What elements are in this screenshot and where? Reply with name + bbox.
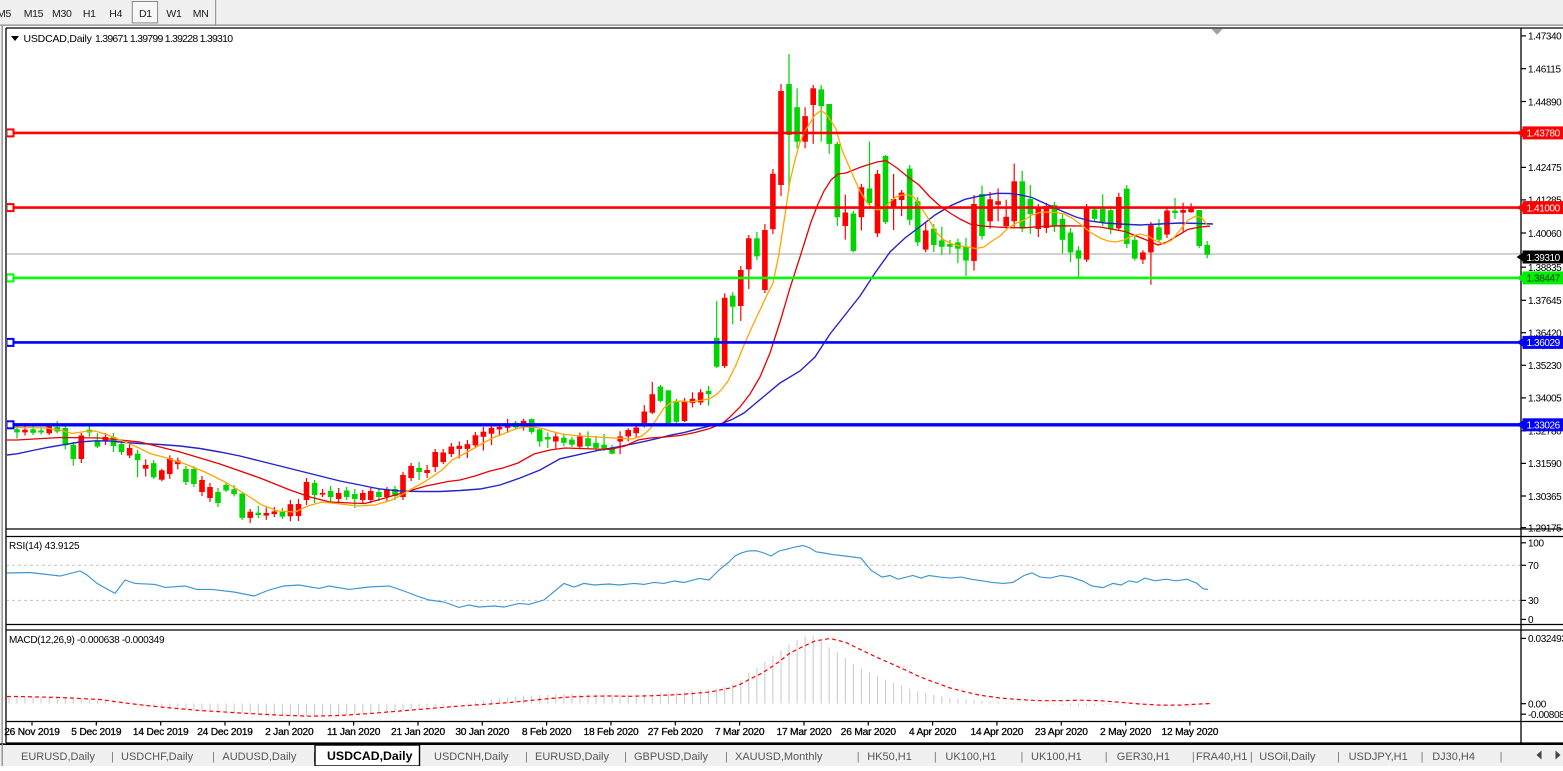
svg-text:5 Dec 2019: 5 Dec 2019 [71, 727, 122, 738]
svg-text:1.31590: 1.31590 [1528, 459, 1562, 470]
svg-text:D1: D1 [139, 8, 152, 20]
svg-text:1.44890: 1.44890 [1528, 97, 1562, 108]
svg-text:0.00: 0.00 [1528, 700, 1547, 711]
svg-text:24 Dec 2019: 24 Dec 2019 [197, 727, 253, 738]
svg-text:DJ30,H4: DJ30,H4 [1432, 751, 1475, 763]
svg-text:|: | [1250, 751, 1253, 763]
svg-text:30: 30 [1528, 596, 1539, 607]
svg-text:1.39310: 1.39310 [1527, 253, 1561, 264]
svg-text:1.30365: 1.30365 [1528, 492, 1562, 503]
svg-text:1.36029: 1.36029 [1527, 338, 1561, 349]
svg-text:1.33026: 1.33026 [1527, 421, 1561, 432]
svg-text:1.29175: 1.29175 [1528, 523, 1562, 534]
svg-text:HK50,H1: HK50,H1 [867, 751, 912, 763]
svg-text:H4: H4 [109, 8, 122, 20]
svg-text:USDCHF,Daily: USDCHF,Daily [121, 751, 194, 763]
svg-text:|: | [1337, 751, 1340, 763]
svg-text:30 Jan 2020: 30 Jan 2020 [455, 727, 509, 738]
svg-text:1.47340: 1.47340 [1528, 32, 1562, 43]
svg-text:|: | [857, 751, 860, 763]
svg-text:M15: M15 [24, 8, 44, 20]
svg-text:1.39671 1.39799 1.39228 1.3931: 1.39671 1.39799 1.39228 1.39310 [95, 33, 233, 45]
svg-text:100: 100 [1528, 539, 1545, 550]
svg-text:4 Apr 2020: 4 Apr 2020 [909, 727, 957, 738]
svg-text:|: | [1500, 751, 1503, 763]
svg-text:17 Mar 2020: 17 Mar 2020 [776, 727, 832, 738]
svg-text:0: 0 [1528, 615, 1534, 626]
svg-text:26 Mar 2020: 26 Mar 2020 [841, 727, 897, 738]
svg-text:70: 70 [1528, 561, 1539, 572]
svg-text:UK100,H1: UK100,H1 [1031, 751, 1082, 763]
svg-text:26 Nov 2019: 26 Nov 2019 [4, 727, 60, 738]
svg-text:FRA40,H1: FRA40,H1 [1196, 751, 1247, 763]
svg-text:1.35230: 1.35230 [1528, 361, 1562, 372]
svg-text:|: | [1421, 751, 1424, 763]
svg-text:UK100,H1: UK100,H1 [945, 751, 996, 763]
svg-text:XAUUSD,Monthly: XAUUSD,Monthly [735, 751, 823, 763]
svg-text:|: | [934, 751, 937, 763]
svg-text:M30: M30 [52, 8, 72, 20]
svg-text:EURUSD,Daily: EURUSD,Daily [21, 751, 95, 763]
svg-text:|: | [212, 751, 215, 763]
svg-text:MACD(12,26,9) -0.000638 -0.000: MACD(12,26,9) -0.000638 -0.000349 [9, 635, 165, 646]
svg-text:11 Jan 2020: 11 Jan 2020 [327, 727, 381, 738]
svg-text:GBPUSD,Daily: GBPUSD,Daily [634, 751, 708, 763]
svg-text:14 Dec 2019: 14 Dec 2019 [133, 727, 189, 738]
svg-text:|: | [624, 751, 627, 763]
svg-text:0.032493: 0.032493 [1528, 634, 1563, 645]
svg-text:18 Feb 2020: 18 Feb 2020 [583, 727, 639, 738]
svg-text:7 Mar 2020: 7 Mar 2020 [715, 727, 765, 738]
svg-text:2 Jan 2020: 2 Jan 2020 [265, 727, 314, 738]
svg-text:USDCAD,Daily: USDCAD,Daily [24, 33, 93, 45]
svg-text:-0.008086: -0.008086 [1528, 710, 1563, 721]
svg-text:GER30,H1: GER30,H1 [1117, 751, 1170, 763]
svg-text:|: | [1021, 751, 1024, 763]
svg-text:USDJPY,H1: USDJPY,H1 [1349, 751, 1408, 763]
svg-text:12 May 2020: 12 May 2020 [1162, 727, 1219, 738]
svg-text:1.43780: 1.43780 [1527, 129, 1561, 140]
svg-text:|: | [725, 751, 728, 763]
svg-text:23 Apr 2020: 23 Apr 2020 [1035, 727, 1088, 738]
svg-text:1.40060: 1.40060 [1528, 229, 1562, 240]
svg-text:|: | [111, 751, 114, 763]
svg-text:USDCNH,Daily: USDCNH,Daily [434, 751, 509, 763]
svg-text:H1: H1 [83, 8, 96, 20]
svg-text:27 Feb 2020: 27 Feb 2020 [648, 727, 704, 738]
svg-text:1.37645: 1.37645 [1528, 296, 1562, 307]
svg-text:1.46115: 1.46115 [1528, 65, 1561, 76]
svg-text:2 May 2020: 2 May 2020 [1100, 727, 1152, 738]
svg-text:|: | [1192, 751, 1195, 763]
svg-text:USOil,Daily: USOil,Daily [1259, 751, 1316, 763]
svg-text:8 Feb 2020: 8 Feb 2020 [522, 727, 572, 738]
svg-text:14 Apr 2020: 14 Apr 2020 [971, 727, 1024, 738]
svg-text:W1: W1 [166, 8, 182, 20]
svg-text:USDCAD,Daily: USDCAD,Daily [327, 749, 413, 763]
svg-text:RSI(14) 43.9125: RSI(14) 43.9125 [9, 541, 80, 552]
svg-text:M5: M5 [0, 8, 11, 20]
svg-text:|: | [1105, 751, 1108, 763]
svg-text:21 Jan 2020: 21 Jan 2020 [391, 727, 445, 738]
svg-text:|: | [525, 751, 528, 763]
svg-text:1.41000: 1.41000 [1527, 203, 1561, 214]
svg-text:AUDUSD,Daily: AUDUSD,Daily [222, 751, 296, 763]
svg-text:1.38447: 1.38447 [1527, 274, 1561, 285]
svg-text:EURUSD,Daily: EURUSD,Daily [535, 751, 609, 763]
svg-text:1.42475: 1.42475 [1528, 163, 1562, 174]
svg-text:MN: MN [193, 8, 209, 20]
svg-text:1.34005: 1.34005 [1528, 394, 1562, 405]
